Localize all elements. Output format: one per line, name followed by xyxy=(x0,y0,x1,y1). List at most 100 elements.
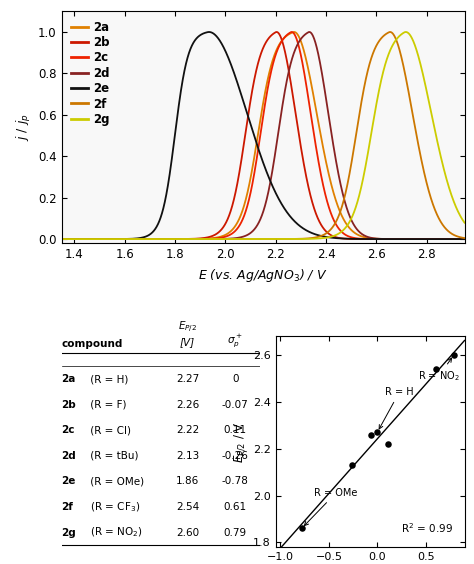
Text: 2.60: 2.60 xyxy=(176,528,199,537)
Text: -0.26: -0.26 xyxy=(222,451,249,461)
2e xyxy=(462,236,467,243)
2b xyxy=(213,231,219,237)
Text: 2b: 2b xyxy=(62,400,76,409)
2c xyxy=(231,229,237,236)
2d xyxy=(462,236,467,243)
Line: 2b: 2b xyxy=(62,32,465,239)
2e xyxy=(128,235,134,242)
Text: compound: compound xyxy=(62,339,123,349)
Text: -0.07: -0.07 xyxy=(222,400,249,409)
2c xyxy=(454,236,460,243)
2g xyxy=(231,236,237,243)
X-axis label: E (vs. Ag/AgNO$_3$) / V: E (vs. Ag/AgNO$_3$) / V xyxy=(199,267,328,284)
Line: 2c: 2c xyxy=(62,32,465,239)
2d xyxy=(410,236,416,243)
2g xyxy=(213,236,219,243)
Text: R = NO$_2$: R = NO$_2$ xyxy=(418,358,460,383)
Text: $E_{P/2}$
[V]: $E_{P/2}$ [V] xyxy=(178,320,197,347)
2c xyxy=(213,235,219,242)
Line: 2a: 2a xyxy=(62,32,465,239)
2e xyxy=(59,236,64,243)
2b xyxy=(231,197,237,204)
Text: 2c: 2c xyxy=(62,425,75,435)
Text: 2.26: 2.26 xyxy=(176,400,199,409)
2e xyxy=(410,236,416,243)
2a xyxy=(454,236,460,243)
Text: 2f: 2f xyxy=(62,502,73,512)
2d xyxy=(307,29,312,36)
2a xyxy=(410,236,416,243)
Point xyxy=(367,430,374,439)
Text: (R = NO$_2$): (R = NO$_2$) xyxy=(87,526,143,539)
Point xyxy=(384,439,392,448)
Text: 2g: 2g xyxy=(62,528,76,537)
Point xyxy=(433,364,440,373)
Legend: 2a, 2b, 2c, 2d, 2e, 2f, 2g: 2a, 2b, 2c, 2d, 2e, 2f, 2g xyxy=(67,17,114,129)
2e xyxy=(213,33,219,39)
Line: 2d: 2d xyxy=(62,32,465,239)
Text: 0.11: 0.11 xyxy=(224,425,247,435)
2b xyxy=(462,236,467,243)
2f xyxy=(231,236,237,243)
2d xyxy=(59,236,64,243)
Text: 2.54: 2.54 xyxy=(176,502,199,512)
2c xyxy=(410,236,416,243)
2c xyxy=(59,236,64,243)
2f xyxy=(462,235,467,241)
2f xyxy=(105,236,110,243)
2f xyxy=(59,236,64,243)
2d xyxy=(454,236,460,243)
Text: (R = CF$_3$): (R = CF$_3$) xyxy=(87,500,141,514)
Text: 2e: 2e xyxy=(62,477,76,487)
Y-axis label: $j$ / $j_p$: $j$ / $j_p$ xyxy=(15,113,33,141)
2c xyxy=(289,29,294,36)
2d xyxy=(213,236,219,243)
2e xyxy=(454,236,460,243)
2f xyxy=(387,29,393,36)
2f xyxy=(128,236,134,243)
Text: R = OMe: R = OMe xyxy=(304,488,358,526)
Line: 2f: 2f xyxy=(62,32,465,239)
2c xyxy=(462,236,467,243)
2a xyxy=(128,236,134,243)
Text: 2.13: 2.13 xyxy=(176,451,199,461)
Text: 2.27: 2.27 xyxy=(176,374,199,384)
2a xyxy=(231,225,237,232)
2e xyxy=(231,69,237,76)
2f xyxy=(213,236,219,243)
2b xyxy=(273,29,279,36)
Text: 2.22: 2.22 xyxy=(176,425,199,435)
2d xyxy=(128,236,134,243)
2b xyxy=(128,236,134,243)
2e xyxy=(105,236,110,243)
Point xyxy=(348,461,356,470)
2d xyxy=(231,235,237,242)
Line: 2e: 2e xyxy=(62,32,465,239)
2f xyxy=(410,114,416,121)
2f xyxy=(454,233,460,240)
2c xyxy=(105,236,110,243)
2g xyxy=(403,29,409,36)
2a xyxy=(292,29,297,36)
2g xyxy=(128,236,134,243)
2a xyxy=(462,236,467,243)
Point xyxy=(374,428,381,437)
2a xyxy=(213,234,219,241)
Text: $\sigma_p^+$: $\sigma_p^+$ xyxy=(228,332,243,349)
Line: 2g: 2g xyxy=(62,32,465,239)
2b xyxy=(410,236,416,243)
Text: (R = tBu): (R = tBu) xyxy=(87,451,139,461)
2c xyxy=(128,236,134,243)
Text: R$^2$ = 0.99: R$^2$ = 0.99 xyxy=(401,522,453,535)
Text: 2a: 2a xyxy=(62,374,76,384)
Text: (R = Cl): (R = Cl) xyxy=(87,425,131,435)
Y-axis label: $E_{P/2}$ / V: $E_{P/2}$ / V xyxy=(233,421,247,462)
Text: 0: 0 xyxy=(232,374,238,384)
Text: R = H: R = H xyxy=(379,387,414,429)
2b xyxy=(454,236,460,243)
Text: 2d: 2d xyxy=(62,451,76,461)
2b xyxy=(105,236,110,243)
2d xyxy=(105,236,110,243)
Text: 0.61: 0.61 xyxy=(224,502,247,512)
Point xyxy=(298,524,306,533)
